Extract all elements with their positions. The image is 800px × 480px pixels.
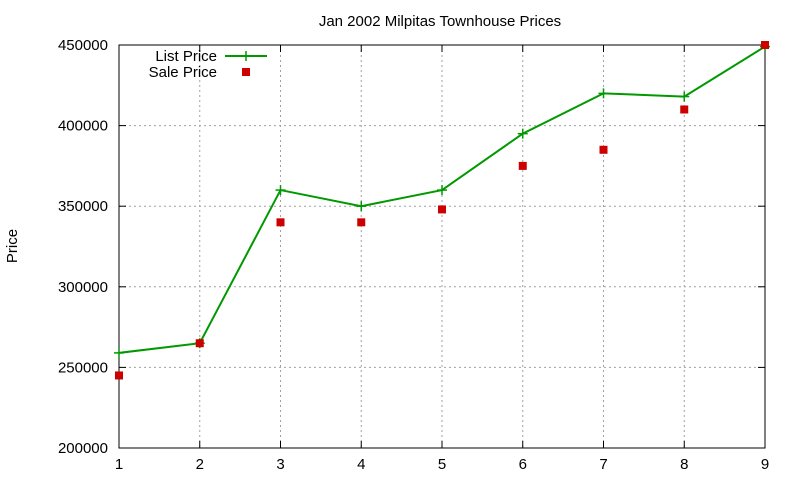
sale-price-point <box>357 218 366 227</box>
x-tick-label: 1 <box>115 456 123 473</box>
y-tick-label: 400000 <box>58 118 108 135</box>
series-layer <box>114 41 770 380</box>
sale-price-point <box>518 161 527 170</box>
y-tick-label: 350000 <box>58 198 108 215</box>
list-price-point <box>437 185 447 196</box>
list-price-point <box>679 91 690 102</box>
legend-marker <box>242 68 250 76</box>
plot-border <box>118 44 766 449</box>
sale-price-point <box>115 371 123 380</box>
sale-price-point <box>276 218 285 227</box>
tick-labels: 1 2 3 4 5 6 7 8 9 200000 250000 300000 350000 400000 4… <box>58 37 769 473</box>
x-tick-label: 6 <box>519 456 527 473</box>
sale-price-point <box>195 339 204 348</box>
x-tick-label: 3 <box>276 456 284 473</box>
y-tick-label: 300000 <box>58 279 108 296</box>
list-price-point <box>275 185 286 196</box>
legend-label: List Price <box>155 48 217 65</box>
list-price-point <box>356 201 367 212</box>
list-price-point <box>517 128 528 139</box>
sale-price-point <box>761 41 769 49</box>
plot-area <box>118 44 766 449</box>
list-price-point <box>598 88 609 99</box>
sale-price-point <box>680 105 689 114</box>
list-price-point <box>114 347 124 358</box>
x-tick-label: 2 <box>196 456 204 473</box>
x-tick-label: 9 <box>761 456 769 473</box>
x-tick-label: 8 <box>680 456 688 473</box>
x-tick-label: 7 <box>599 456 607 473</box>
chart-title: Jan 2002 Milpitas Townhouse Prices <box>319 13 561 30</box>
y-axis-label: Price <box>4 229 21 263</box>
legend-label: Sale Price <box>149 64 217 81</box>
y-tick-label: 450000 <box>58 37 108 54</box>
y-tick-label: 200000 <box>58 440 108 457</box>
legend-marker <box>241 51 251 61</box>
y-tick-label: 250000 <box>58 359 108 376</box>
x-tick-label: 4 <box>357 456 365 473</box>
x-tick-label: 5 <box>438 456 446 473</box>
grid-lines <box>119 45 765 448</box>
sale-price-point <box>599 145 608 154</box>
sale-price-point <box>438 205 446 214</box>
